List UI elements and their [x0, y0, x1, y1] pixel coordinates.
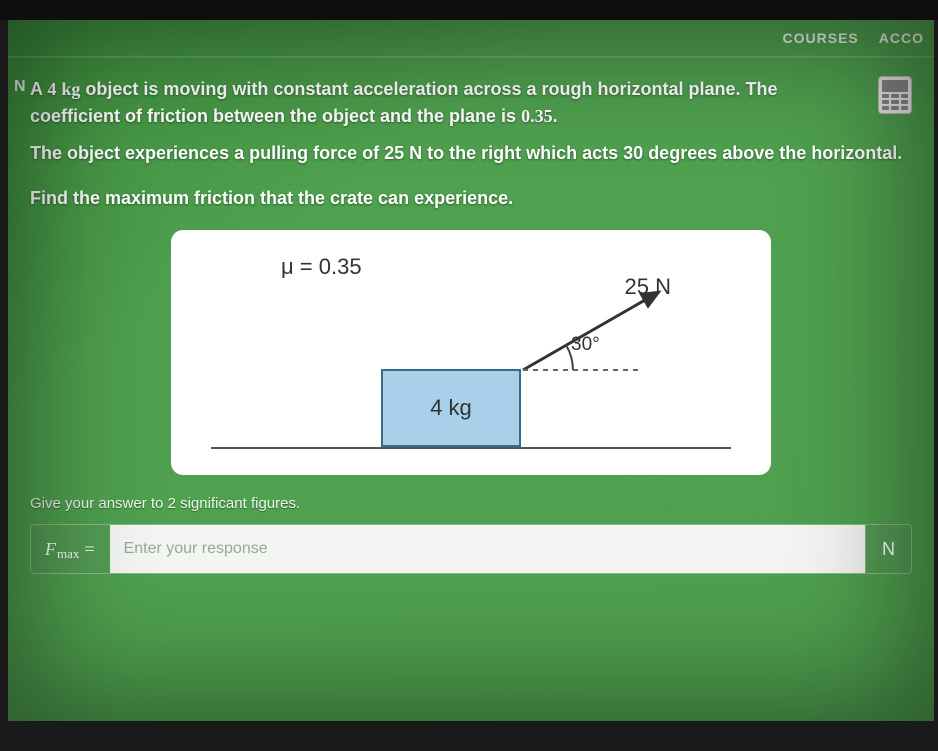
- calculator-icon[interactable]: [878, 76, 912, 114]
- answer-unit: N: [865, 525, 911, 573]
- question-prompt: Find the maximum friction that the crate…: [30, 185, 912, 212]
- question-paragraph-2: The object experiences a pulling force o…: [30, 140, 912, 167]
- nav-divider: [8, 56, 934, 58]
- nav-left-badge: N: [8, 74, 32, 100]
- physics-diagram: μ = 0.35 25 N 30° 4 kg: [171, 230, 771, 475]
- question-content: A 4 kg object is moving with constant ac…: [8, 76, 934, 574]
- force-arrow: [519, 270, 699, 380]
- top-nav: COURSES ACCO: [8, 20, 934, 56]
- nav-item-courses[interactable]: COURSES: [783, 30, 859, 46]
- ground-line: [211, 447, 731, 449]
- crate-box: 4 kg: [381, 369, 521, 447]
- sig-fig-hint: Give your answer to 2 significant figure…: [30, 495, 912, 512]
- answer-row: Fmax= N: [30, 524, 912, 574]
- mu-label: μ = 0.35: [281, 254, 362, 280]
- answer-symbol: Fmax=: [31, 525, 110, 573]
- answer-input[interactable]: [110, 525, 865, 573]
- question-paragraph-1: A 4 kg object is moving with constant ac…: [30, 76, 866, 130]
- nav-item-account[interactable]: ACCO: [879, 30, 924, 46]
